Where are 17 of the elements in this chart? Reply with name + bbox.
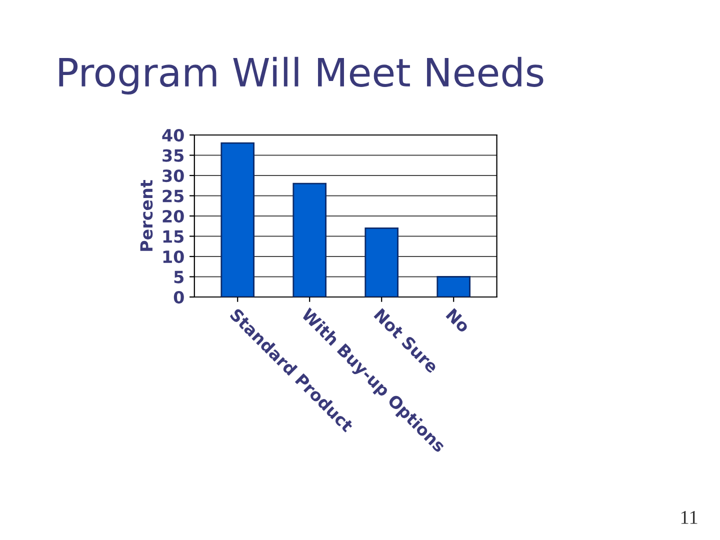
y-tick-label: 30 — [162, 169, 184, 182]
chart-title: Program Will Meet Needs — [59, 56, 544, 94]
bar — [436, 276, 470, 297]
y-tick-label: 20 — [162, 210, 184, 223]
y-tick-label: 15 — [163, 230, 184, 243]
y-axis-title: Percent — [140, 180, 153, 251]
y-tick-label: 5 — [174, 270, 184, 284]
y-tick-label: 10 — [163, 250, 184, 264]
bar — [292, 182, 326, 297]
text: 11 — [681, 510, 698, 524]
x-tick-label: No — [446, 308, 471, 334]
y-tick-label: 0 — [174, 290, 184, 304]
y-tick-label: 40 — [162, 128, 184, 142]
bar — [220, 142, 254, 297]
y-tick-label: 25 — [162, 190, 184, 202]
bar — [364, 227, 398, 297]
y-tick-label: 35 — [162, 149, 184, 162]
